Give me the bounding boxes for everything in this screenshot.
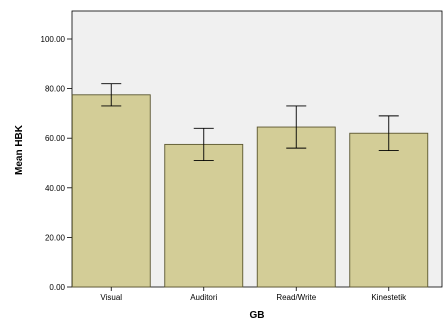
bar xyxy=(349,132,429,288)
y-tick-label: 20.00 xyxy=(45,233,66,242)
x-axis-title: GB xyxy=(250,310,265,321)
y-tick-label: 100.00 xyxy=(41,35,66,44)
x-tick-label: Read/Write xyxy=(276,293,316,302)
x-tick-label: Kinestetik xyxy=(371,293,407,302)
y-tick-label: 40.00 xyxy=(45,184,66,193)
y-tick-label: 60.00 xyxy=(45,134,66,143)
bar xyxy=(164,143,244,288)
y-axis-title: Mean HBK xyxy=(14,124,25,175)
x-tick-label: Visual xyxy=(100,293,122,302)
y-tick-label: 0.00 xyxy=(49,283,65,292)
x-tick-label: Auditori xyxy=(190,293,217,302)
bar xyxy=(71,94,151,288)
y-axis: 0.00 20.00 40.00 60.00 80.00 100.00 xyxy=(41,35,72,292)
y-tick-label: 80.00 xyxy=(45,85,66,94)
bar xyxy=(256,126,336,288)
bars-group xyxy=(71,83,429,288)
x-axis: Visual Auditori Read/Write Kinestetik xyxy=(100,287,407,302)
